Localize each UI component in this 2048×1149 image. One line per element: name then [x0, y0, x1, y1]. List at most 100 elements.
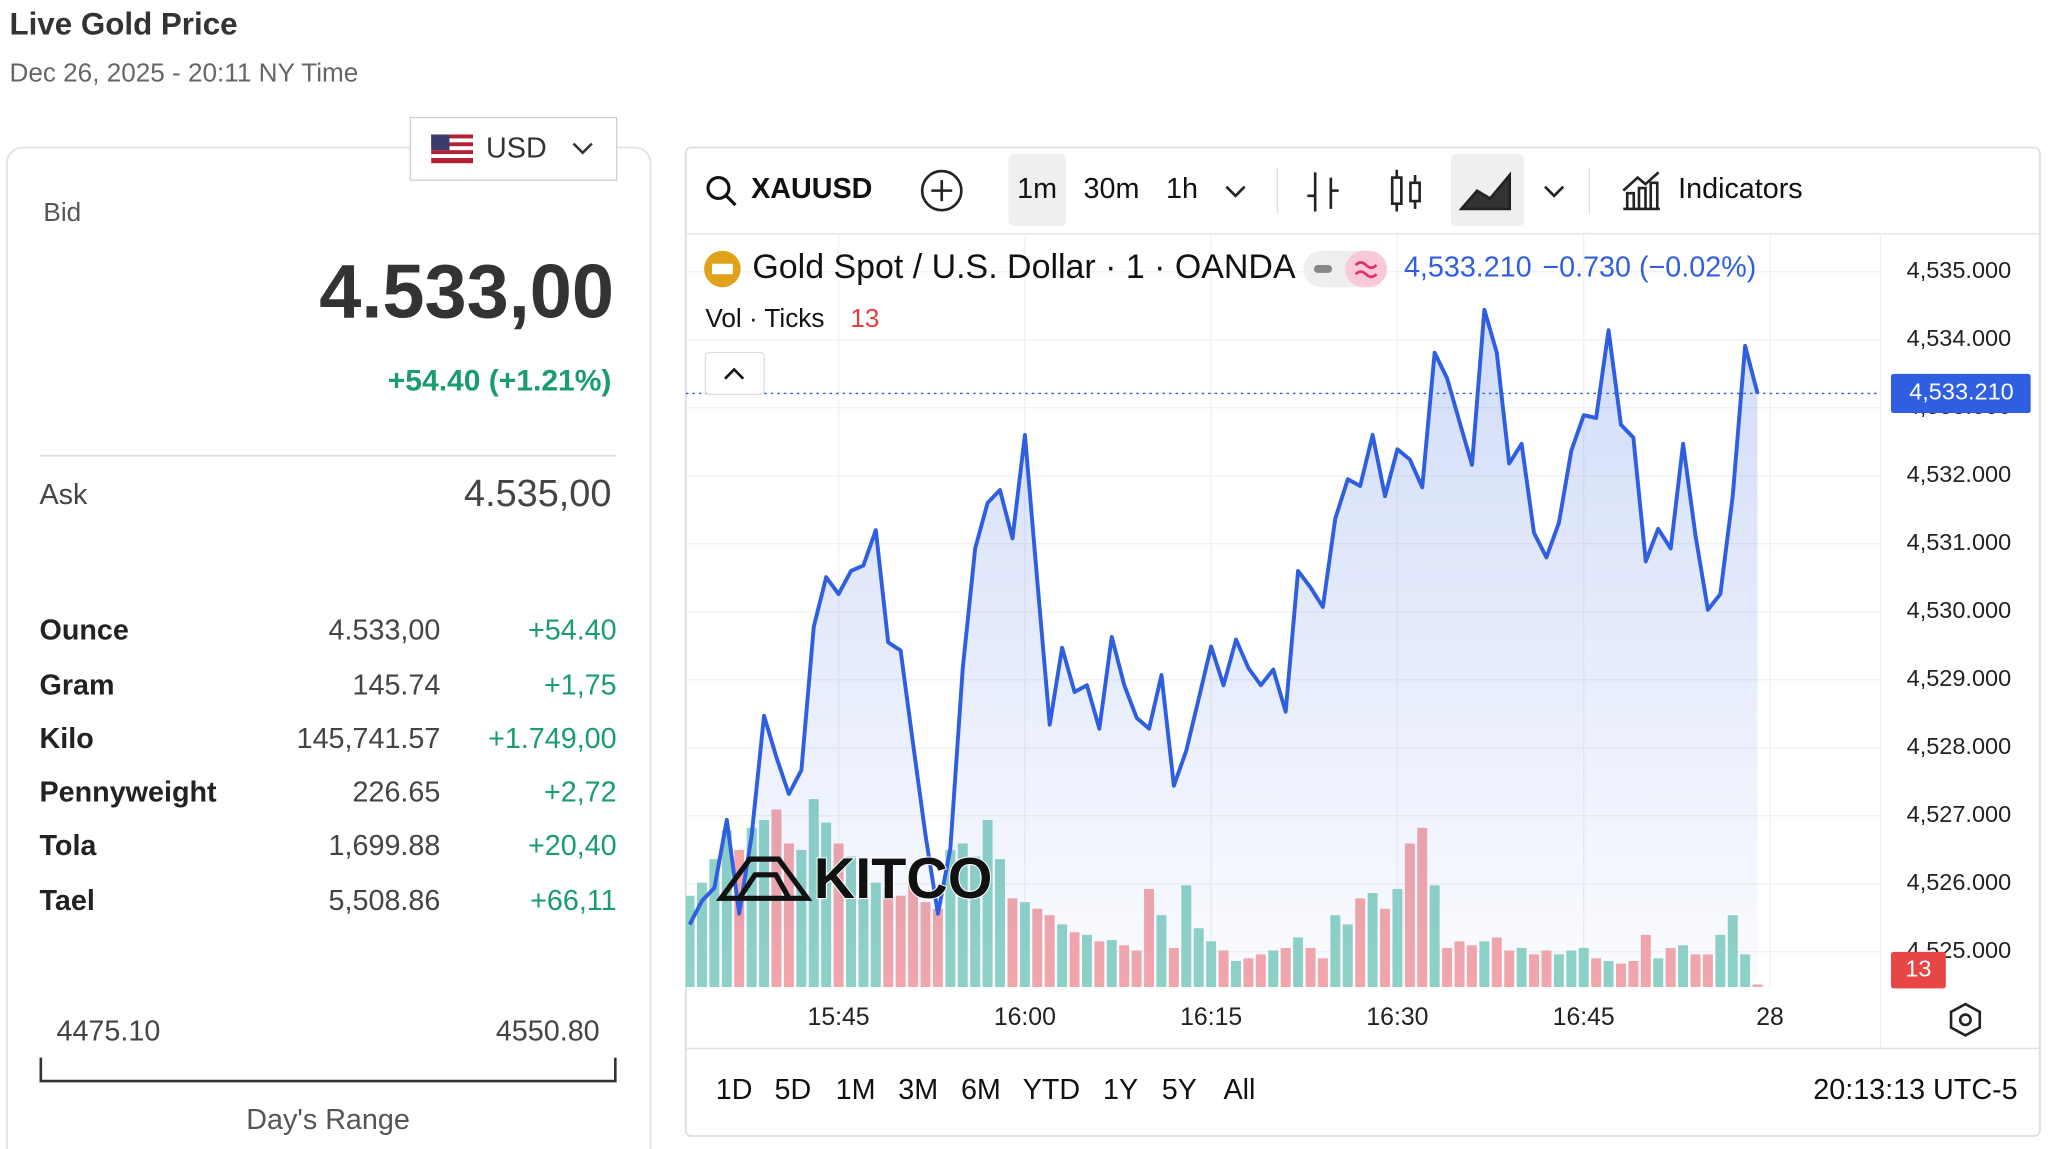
status-pill — [1303, 250, 1387, 288]
ask-label: Ask — [40, 479, 89, 511]
price-area — [689, 309, 1758, 988]
compare-button[interactable] — [920, 169, 963, 212]
unit-price: 4.533,00 — [329, 615, 441, 647]
unit-change: +54.40 — [528, 615, 617, 647]
settings-icon[interactable] — [1949, 1002, 1982, 1037]
legend-value: 4,533.210 — [1404, 252, 1532, 284]
range-bar — [39, 1057, 617, 1083]
y-tick-label: 4,530.000 — [1907, 597, 2012, 623]
period-button[interactable]: 6M — [961, 1074, 1001, 1106]
symbol[interactable]: XAUUSD — [751, 173, 872, 205]
volume-legend-value: 13 — [850, 303, 879, 333]
unit-price: 145.74 — [353, 669, 441, 701]
unit-change: +1.749,00 — [488, 723, 617, 755]
last-price-tag — [1890, 373, 2031, 414]
interval-button[interactable]: 1h — [1166, 173, 1198, 205]
last-price-label: 4,533.210 — [1909, 379, 2014, 405]
indicators-button[interactable]: Indicators — [1678, 173, 1803, 205]
period-button[interactable]: 1Y — [1103, 1074, 1138, 1106]
watermark-text: KITCO — [814, 847, 993, 911]
interval-button[interactable]: 1m — [1017, 173, 1057, 205]
unit-price: 145,741.57 — [297, 723, 441, 755]
timestamp: Dec 26, 2025 - 20:11 NY Time — [9, 57, 358, 87]
collapse-legend[interactable] — [704, 351, 765, 395]
y-tick-label: 4,527.000 — [1907, 801, 2012, 827]
interval-chevron[interactable] — [1225, 185, 1246, 198]
y-tick-label: 4,532.000 — [1907, 461, 2012, 487]
y-tick-label: 4,531.000 — [1907, 529, 2012, 555]
unit-change: +20,40 — [528, 830, 617, 862]
unit-price: 5,508.86 — [329, 885, 441, 917]
y-tick-label: 4,534.000 — [1907, 325, 2012, 351]
volume-label: Vol · Ticks — [705, 303, 824, 333]
watermark: KITCO — [715, 846, 993, 912]
interval-button[interactable]: 30m — [1084, 173, 1140, 205]
unit-name: Kilo — [40, 723, 94, 755]
unit-change: +1,75 — [544, 669, 617, 701]
candles-icon[interactable] — [1390, 169, 1421, 212]
unit-name: Gram — [40, 669, 115, 701]
bid-label: Bid — [43, 197, 81, 227]
bid-change: +54.40 (+1.21%) — [388, 365, 612, 398]
price-panel — [5, 146, 652, 1149]
collapse-chevron — [724, 367, 745, 380]
chart-type-chevron[interactable] — [1544, 185, 1565, 198]
y-tick-label: 4,528.000 — [1907, 733, 2012, 759]
x-tick-label: 28 — [1756, 1004, 1784, 1031]
bars-icon[interactable] — [1307, 172, 1339, 212]
unit-name: Ounce — [40, 615, 129, 647]
period-button[interactable]: YTD — [1023, 1074, 1080, 1106]
x-tick-label: 16:30 — [1366, 1004, 1428, 1031]
x-tick-label: 16:45 — [1553, 1004, 1615, 1031]
period-buttons: 1D 5D 1M 3M 6M YTD 1Y 5Y All — [716, 1074, 1256, 1106]
period-button[interactable]: 1D — [716, 1074, 753, 1106]
volume-bar — [1752, 984, 1763, 988]
y-tick-label: 4,529.000 — [1907, 665, 2012, 691]
unit-name: Tael — [40, 885, 95, 917]
x-tick-label: 16:15 — [1180, 1004, 1242, 1031]
chart-title: Gold Spot / U.S. Dollar · 1 · OANDA — [752, 248, 1296, 286]
watermark-logo — [715, 856, 813, 901]
axes: 4,525.0004,526.0004,527.0004,528.0004,52… — [808, 257, 2031, 1031]
settings-button[interactable] — [1949, 1002, 1982, 1037]
plus-circle — [920, 169, 963, 212]
unit-name: Tola — [40, 830, 98, 862]
range-high: 4550.80 — [496, 1015, 600, 1047]
volume-tag — [1890, 951, 1946, 989]
currency-label[interactable]: USD — [486, 133, 547, 165]
plus — [931, 180, 953, 202]
range-label: Day's Range — [246, 1104, 410, 1136]
collapse-button[interactable] — [704, 351, 765, 395]
unit-price: 1,699.88 — [329, 830, 441, 862]
range-low: 4475.10 — [56, 1015, 160, 1047]
chart-type-active-bg — [1450, 154, 1525, 226]
price-line — [687, 307, 1760, 926]
search-icon-handle — [725, 194, 737, 207]
plot — [685, 307, 1881, 988]
bid-price: 4.533,00 — [319, 250, 614, 335]
interval-active-bg — [1008, 154, 1066, 226]
period-button[interactable]: 5D — [775, 1074, 812, 1106]
period-button[interactable]: 1M — [836, 1074, 876, 1106]
unit-change: +2,72 — [544, 776, 617, 808]
volume-tag-label: 13 — [1905, 955, 1931, 981]
unit-table: Ounce 4.533,00 +54.40 Gram 145.74 +1,75 Kilo 14… — [40, 615, 617, 917]
currency-select[interactable]: USD — [409, 116, 618, 181]
period-button[interactable]: 3M — [898, 1074, 938, 1106]
us-flag — [431, 134, 474, 164]
legend-change: −0.730 (−0.02%) — [1542, 252, 1756, 284]
page-title: Live Gold Price — [9, 6, 237, 41]
area-icon[interactable] — [1458, 171, 1512, 211]
unit-price: 226.65 — [353, 776, 441, 808]
chevron — [572, 142, 593, 155]
ask-price: 4.535,00 — [464, 473, 611, 515]
symbol-search[interactable]: XAUUSD — [706, 173, 872, 207]
y-tick-label: 4,535.000 — [1907, 257, 2012, 283]
symbol-icon-bar — [711, 263, 733, 275]
y-tick-label: 4,526.000 — [1907, 869, 2012, 895]
period-button[interactable]: 5Y — [1162, 1074, 1197, 1106]
clock: 20:13:13 UTC-5 — [1813, 1074, 2017, 1106]
period-button[interactable]: All — [1223, 1074, 1255, 1106]
indicators-icon[interactable] — [1622, 171, 1660, 211]
intervals: 1m 30m 1h — [1017, 173, 1198, 205]
